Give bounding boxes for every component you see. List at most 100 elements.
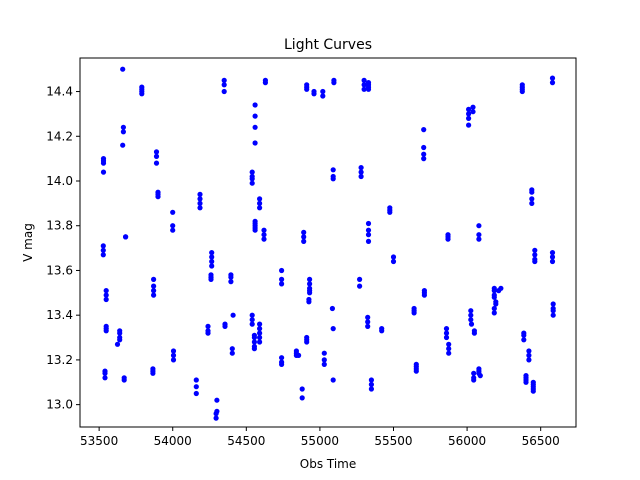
data-point (257, 339, 262, 344)
data-point (493, 301, 498, 306)
data-point (300, 395, 305, 400)
data-point (104, 288, 109, 293)
data-point (252, 346, 257, 351)
data-point (279, 268, 284, 273)
data-point (194, 384, 199, 389)
data-point (230, 346, 235, 351)
x-tick-label: 53500 (80, 434, 118, 448)
data-point (101, 170, 106, 175)
x-tick-label: 54000 (154, 434, 192, 448)
data-point (115, 342, 120, 347)
y-tick-label: 14.4 (46, 85, 73, 99)
data-point (331, 80, 336, 85)
data-point (253, 140, 258, 145)
data-point (222, 82, 227, 87)
data-point (551, 313, 556, 318)
data-point (171, 353, 176, 358)
data-point (532, 248, 537, 253)
data-point (320, 93, 325, 98)
data-point (320, 89, 325, 94)
data-point (222, 324, 227, 329)
data-point (253, 125, 258, 130)
data-point (250, 313, 255, 318)
data-point (357, 277, 362, 282)
data-point (550, 259, 555, 264)
data-point (322, 351, 327, 356)
data-point (122, 377, 127, 382)
data-point (230, 351, 235, 356)
data-point (551, 301, 556, 306)
x-tick-label: 55500 (374, 434, 412, 448)
data-point (257, 196, 262, 201)
data-point (231, 313, 236, 318)
data-point (154, 161, 159, 166)
data-point (520, 89, 525, 94)
data-point (170, 228, 175, 233)
data-point (492, 295, 497, 300)
data-point (214, 416, 219, 421)
data-point (414, 369, 419, 374)
data-point (155, 194, 160, 199)
data-point (301, 239, 306, 244)
data-point (422, 293, 427, 298)
y-tick-label: 13.0 (46, 398, 73, 412)
data-point (194, 391, 199, 396)
data-point (222, 89, 227, 94)
data-point (209, 259, 214, 264)
data-point (526, 357, 531, 362)
data-point (369, 382, 374, 387)
data-point (369, 377, 374, 382)
data-point (357, 284, 362, 289)
data-point (209, 254, 214, 259)
data-point (529, 201, 534, 206)
data-point (257, 326, 262, 331)
data-point (197, 205, 202, 210)
data-point (304, 87, 309, 92)
data-point (208, 277, 213, 282)
data-point (209, 263, 214, 268)
data-point (550, 254, 555, 259)
data-point (257, 322, 262, 327)
data-point (359, 165, 364, 170)
data-point (214, 411, 219, 416)
data-point (521, 333, 526, 338)
data-point (154, 154, 159, 159)
data-point (171, 357, 176, 362)
data-point (366, 239, 371, 244)
y-tick-label: 13.2 (46, 353, 73, 367)
data-point (279, 277, 284, 282)
data-point (365, 319, 370, 324)
data-point (476, 223, 481, 228)
data-point (412, 310, 417, 315)
data-point (121, 125, 126, 130)
data-point (296, 353, 301, 358)
data-point (365, 315, 370, 320)
data-point (369, 386, 374, 391)
data-point (151, 277, 156, 282)
data-point (365, 324, 370, 329)
data-point (444, 335, 449, 340)
data-point (331, 176, 336, 181)
data-point (279, 281, 284, 286)
data-point (445, 237, 450, 242)
data-point (472, 331, 477, 336)
data-point (101, 248, 106, 253)
data-point (492, 310, 497, 315)
data-point (468, 313, 473, 318)
data-point (170, 210, 175, 215)
data-point (102, 375, 107, 380)
x-axis-label: Obs Time (300, 457, 357, 471)
data-point (151, 284, 156, 289)
data-point (359, 174, 364, 179)
data-point (471, 371, 476, 376)
y-tick-label: 14.0 (46, 174, 73, 188)
data-point (250, 181, 255, 186)
data-point (250, 322, 255, 327)
data-point (331, 377, 336, 382)
data-point (470, 109, 475, 114)
data-point (102, 371, 107, 376)
data-point (120, 143, 125, 148)
data-point (366, 87, 371, 92)
